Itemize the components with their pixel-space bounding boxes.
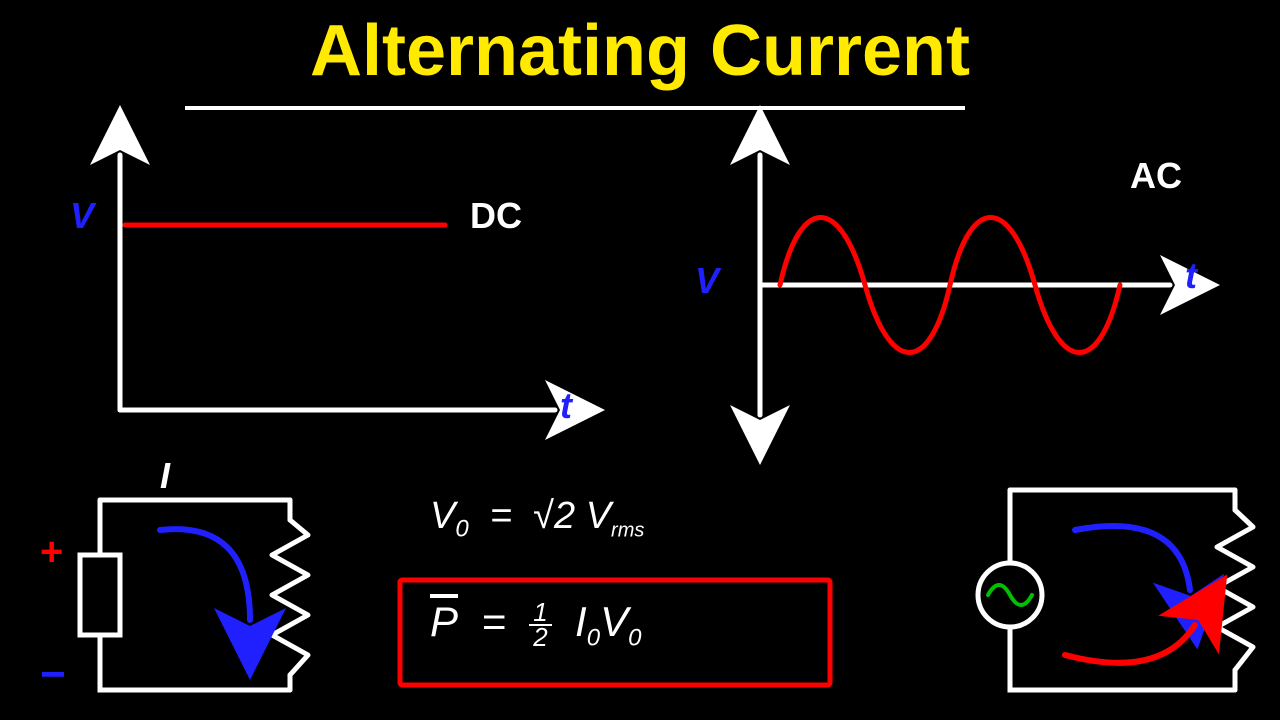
formula-power: P = 1 2 I0V0 xyxy=(430,598,641,652)
